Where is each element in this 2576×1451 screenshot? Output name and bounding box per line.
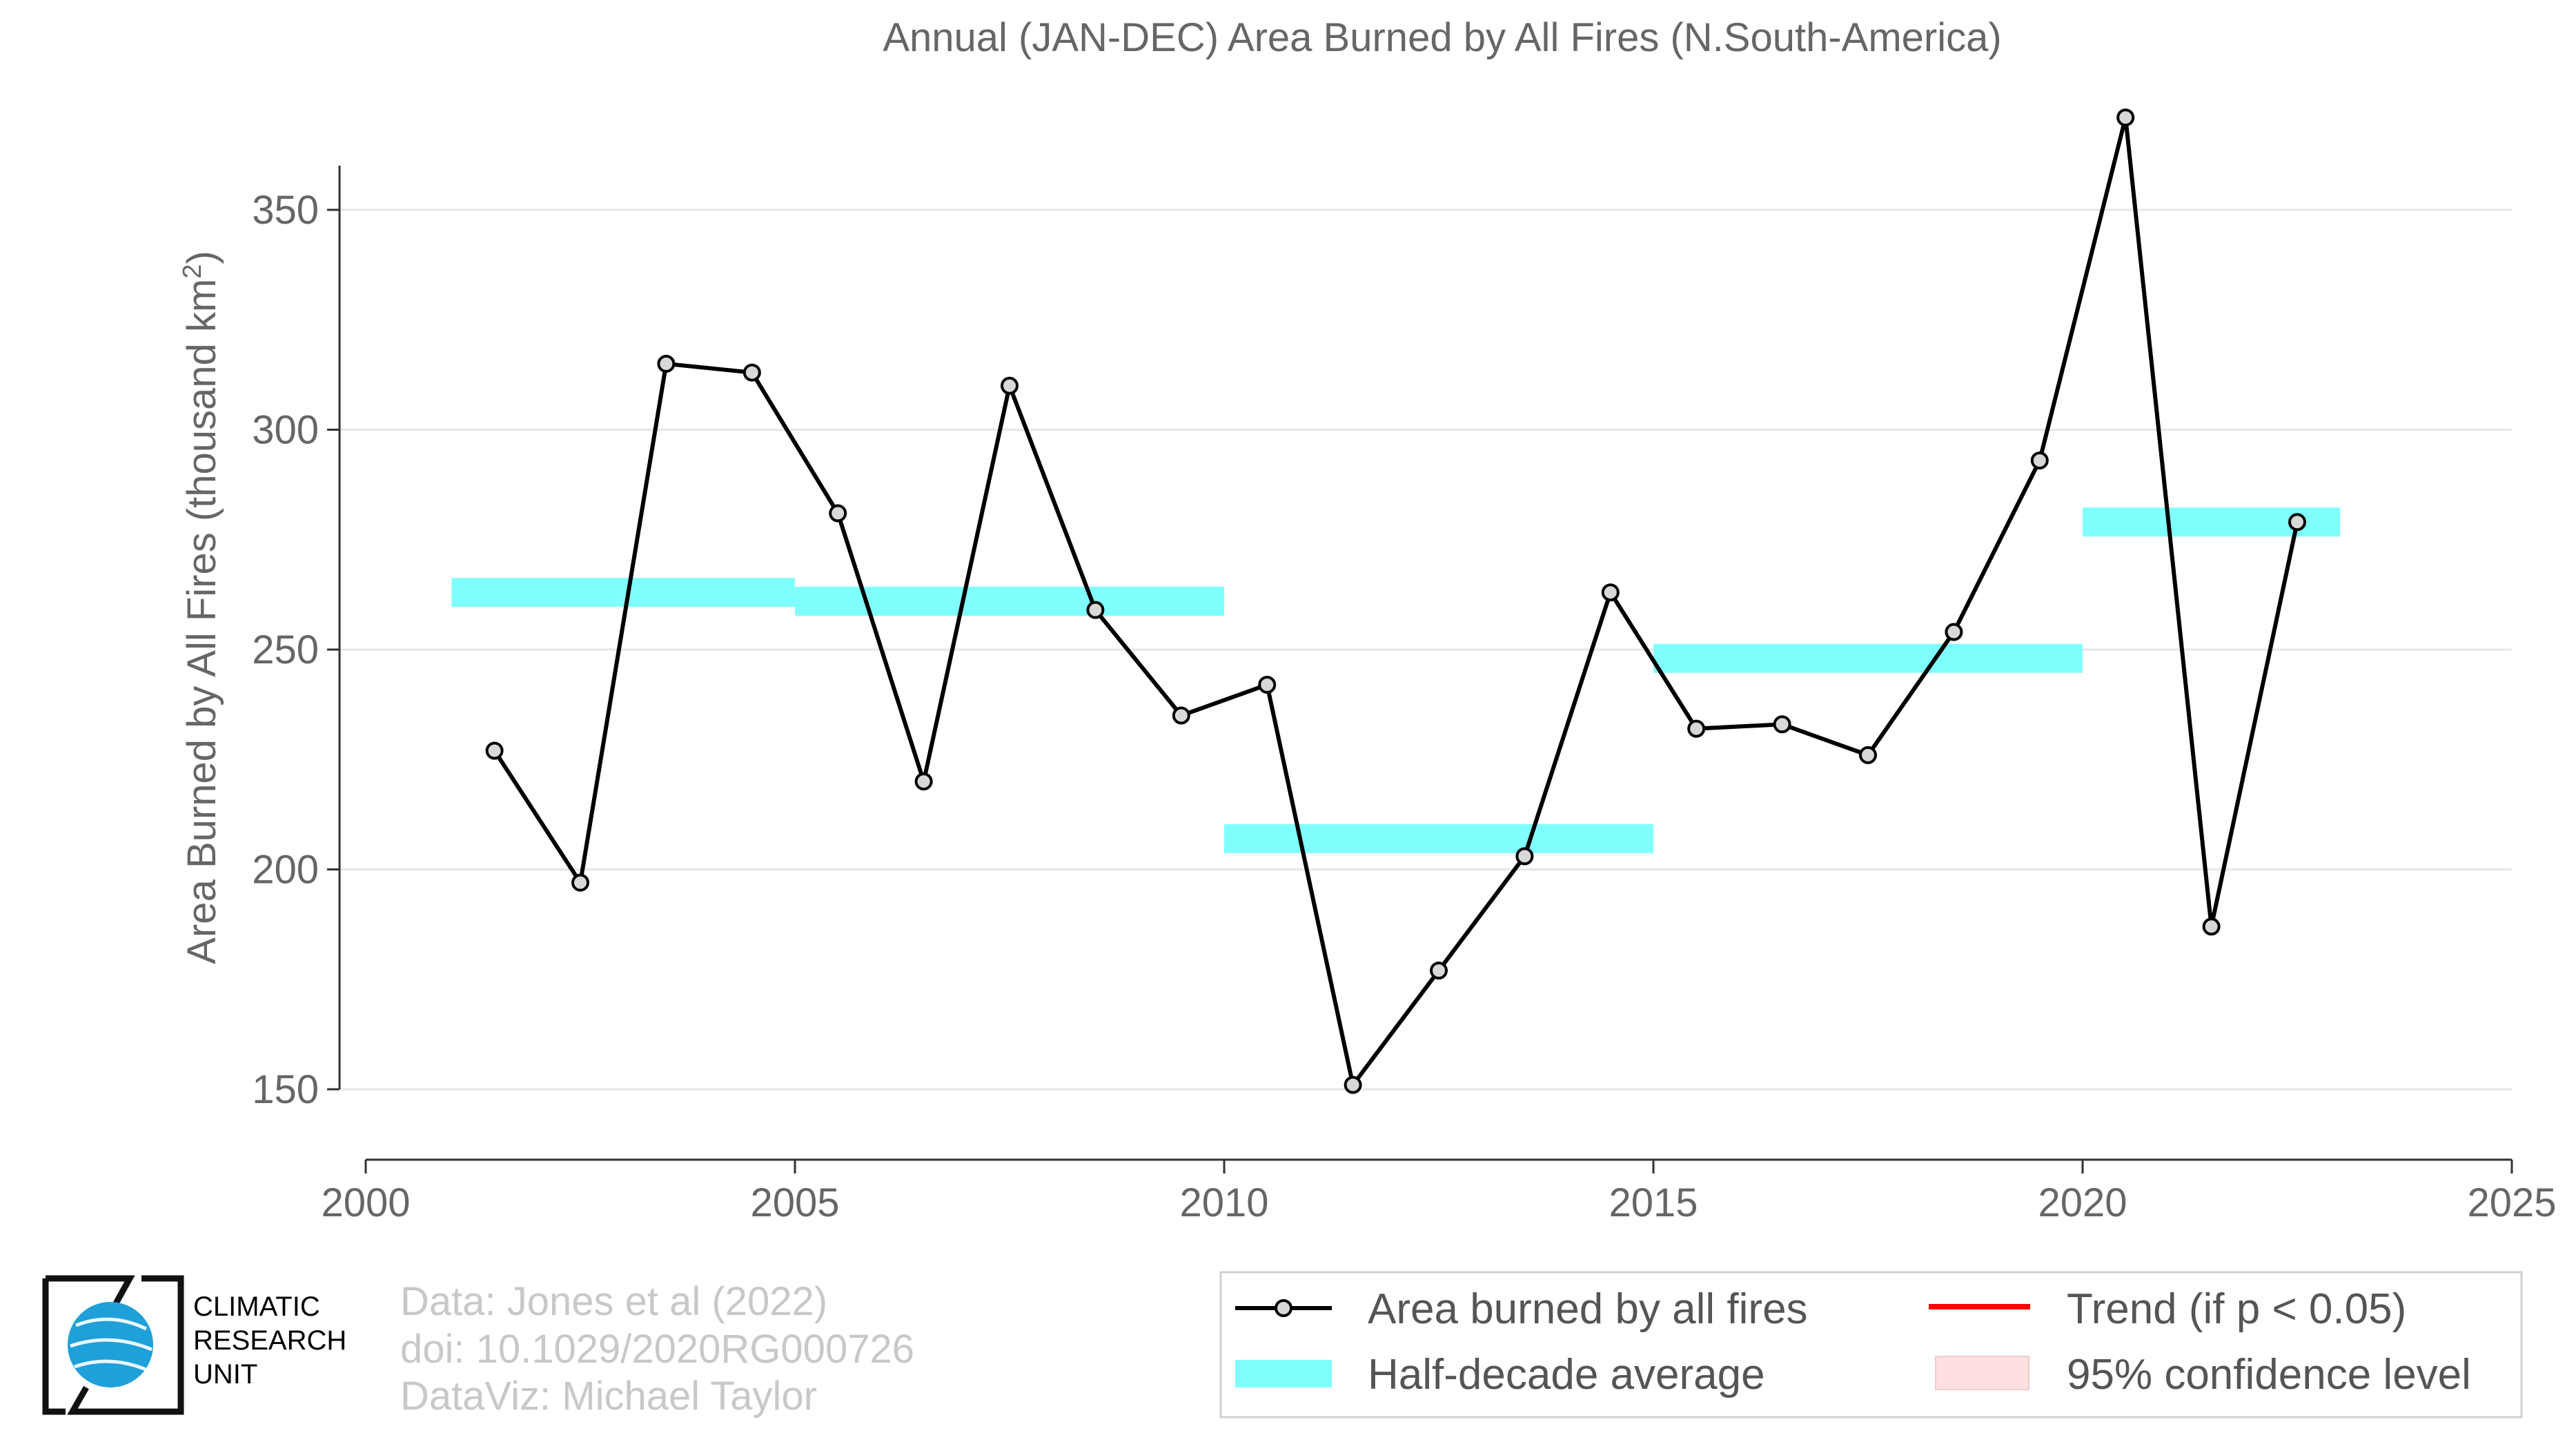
data-point xyxy=(914,772,933,791)
logo-text-line2: RESEARCH xyxy=(193,1325,346,1356)
y-axis: 150 200 250 300 350 xyxy=(252,166,341,1112)
legend-half-decade-swatch-icon xyxy=(1235,1360,1332,1387)
x-axis: 2000 2005 2010 2015 2020 2025 xyxy=(321,1158,2557,1225)
data-point xyxy=(485,741,504,760)
legend-marker-icon xyxy=(1275,1299,1292,1317)
half-decade-average-bands xyxy=(451,507,2341,853)
data-point xyxy=(1601,583,1620,602)
logo-frame-left-icon xyxy=(42,1275,135,1415)
half-decade-bar xyxy=(451,578,795,607)
x-tick-label: 2020 xyxy=(2038,1180,2127,1225)
gridlines xyxy=(340,208,2512,1091)
half-decade-bar xyxy=(1224,824,1653,853)
legend-label-series: Area burned by all fires xyxy=(1368,1285,1808,1333)
logo-text-line3: UNIT xyxy=(193,1359,257,1390)
logo-text-line1: CLIMATIC xyxy=(193,1292,320,1322)
data-point xyxy=(2116,108,2135,127)
series-line xyxy=(493,115,2299,1087)
legend-label-confidence: 95% confidence level xyxy=(2067,1351,2471,1399)
data-point xyxy=(1086,601,1105,619)
credit-doi: doi: 10.1029/2020RG000726 xyxy=(400,1327,914,1372)
x-tick-label: 2015 xyxy=(1609,1180,1698,1225)
half-decade-bar xyxy=(795,586,1224,616)
logo-globe-lines-icon xyxy=(70,1317,153,1372)
data-point xyxy=(1172,706,1190,725)
y-tick-label: 300 xyxy=(252,408,319,453)
series-area-burned xyxy=(485,108,2306,1094)
legend-label-half-decade: Half-decade average xyxy=(1368,1351,1765,1399)
data-point xyxy=(829,504,847,523)
legend-label-trend: Trend (if p < 0.05) xyxy=(2067,1285,2406,1333)
legend-box xyxy=(1219,1271,2523,1419)
data-point xyxy=(571,873,589,892)
data-point xyxy=(1515,847,1534,866)
cru-logo: CLIMATIC RESEARCH UNIT xyxy=(42,1275,346,1415)
data-point xyxy=(1001,376,1019,395)
y-axis-label: Area Burned by All Fires (thousand km2) xyxy=(178,251,224,964)
data-point xyxy=(743,363,761,382)
chart-title: Annual (JAN-DEC) Area Burned by All Fire… xyxy=(883,15,2001,60)
data-point xyxy=(1344,1075,1362,1094)
x-tick-label: 2005 xyxy=(750,1180,839,1225)
y-tick-label: 350 xyxy=(252,188,319,233)
legend-confidence-swatch-icon xyxy=(1935,1356,2029,1390)
x-tick-label: 2010 xyxy=(1179,1180,1268,1225)
x-tick-label: 2000 xyxy=(321,1180,410,1225)
data-point xyxy=(1687,719,1706,738)
logo-frame-right-icon xyxy=(67,1275,184,1415)
y-tick-label: 200 xyxy=(252,848,319,893)
y-tick-label: 150 xyxy=(252,1067,319,1112)
credit-dataviz: DataViz: Michael Taylor xyxy=(400,1374,817,1419)
x-tick-label: 2025 xyxy=(2467,1180,2556,1225)
data-point xyxy=(1430,962,1448,980)
data-point xyxy=(2202,917,2221,936)
half-decade-bar xyxy=(1653,643,2083,673)
data-point xyxy=(1258,675,1277,694)
data-point xyxy=(1859,746,1877,764)
data-point xyxy=(1773,715,1791,734)
credit-data-source: Data: Jones et al (2022) xyxy=(400,1279,827,1324)
data-point xyxy=(2288,513,2306,532)
data-point xyxy=(657,354,676,373)
y-tick-label: 250 xyxy=(252,627,319,672)
data-point xyxy=(1945,623,1963,641)
data-point xyxy=(2030,451,2049,470)
legend: Area burned by all fires Trend (if p < 0… xyxy=(1219,1271,2523,1419)
